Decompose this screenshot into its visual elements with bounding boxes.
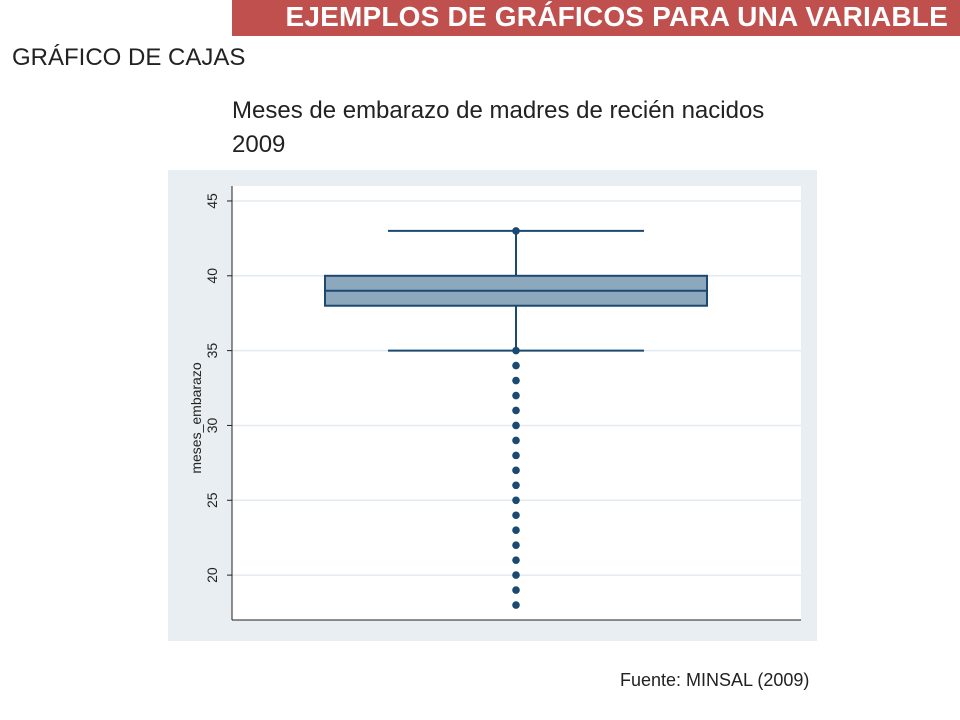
y-tick-label: 20 — [204, 567, 220, 583]
outlier-point — [512, 376, 520, 385]
outlier-point — [512, 436, 520, 445]
y-tick-label: 30 — [204, 417, 220, 433]
header-banner: EJEMPLOS DE GRÁFICOS PARA UNA VARIABLE — [232, 0, 960, 36]
outlier-point — [512, 361, 520, 370]
outlier-point — [512, 406, 520, 415]
y-tick-label: 25 — [204, 492, 220, 508]
outlier-point — [512, 451, 520, 460]
banner-title: EJEMPLOS DE GRÁFICOS PARA UNA VARIABLE — [285, 1, 948, 32]
outlier-point — [512, 541, 520, 549]
outlier-point — [512, 526, 520, 535]
outlier-point — [512, 346, 520, 355]
outlier-point — [512, 571, 520, 579]
outlier-point — [512, 496, 520, 505]
source-note: Fuente: MINSAL (2009) — [620, 670, 810, 690]
outlier-point — [512, 586, 520, 594]
y-axis-label: meses_embarazo — [188, 362, 204, 473]
box-plot-svg: 20 25 30 35 40 45 meses_embarazo — [168, 170, 817, 641]
y-tick-label: 45 — [204, 193, 220, 209]
outlier-point — [512, 227, 520, 235]
outlier-point — [512, 556, 520, 564]
outlier-point — [512, 391, 520, 400]
box-plot-chart: 20 25 30 35 40 45 meses_embarazo — [168, 170, 817, 641]
y-tick-label: 40 — [204, 268, 220, 284]
outlier-point — [512, 481, 520, 490]
outlier-point — [512, 466, 520, 475]
outlier-point — [512, 421, 520, 430]
y-tick-label: 35 — [204, 343, 220, 359]
outlier-point — [512, 511, 520, 520]
outlier-point — [512, 601, 520, 609]
y-axis-ticks: 20 25 30 35 40 45 — [204, 193, 232, 583]
section-title: GRÁFICO DE CAJAS — [12, 44, 246, 71]
chart-title: Meses de embarazo de madres de recién na… — [232, 97, 765, 158]
outlier-points — [512, 227, 520, 609]
